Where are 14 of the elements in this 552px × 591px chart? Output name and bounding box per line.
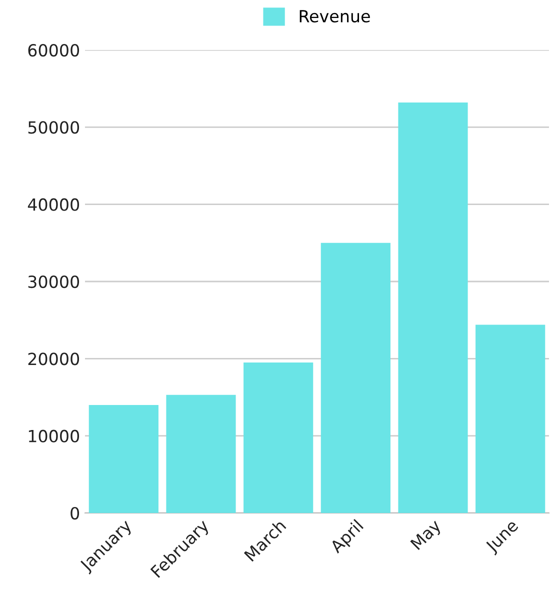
- bar: [320, 242, 390, 513]
- y-tick-label: 20000: [28, 352, 80, 366]
- y-tick-label: 30000: [28, 275, 80, 288]
- bar: [398, 102, 468, 513]
- bar: [476, 324, 546, 513]
- legend-label: Revenue: [300, 10, 370, 22]
- y-tick-label: 10000: [28, 430, 80, 442]
- bar: [166, 394, 236, 513]
- y-tick-label: 60000: [28, 44, 80, 57]
- bar: [88, 404, 158, 513]
- y-tick-label: 50000: [28, 121, 80, 134]
- bar: [244, 362, 314, 513]
- y-tick-label: 0: [70, 506, 80, 520]
- y-tick-label: 40000: [28, 198, 80, 211]
